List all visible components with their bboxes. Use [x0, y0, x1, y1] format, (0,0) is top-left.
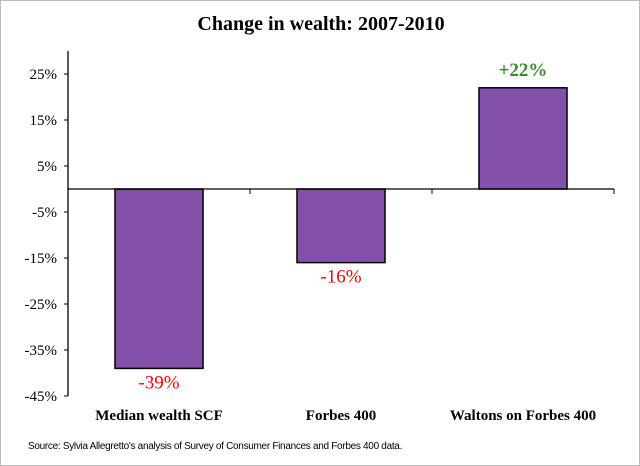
- chart-title: Change in wealth: 2007-2010: [197, 13, 445, 35]
- y-tick-label: 5%: [37, 159, 57, 175]
- data-label: +22%: [499, 60, 548, 81]
- source-note: Source: Sylvia Allegretto's analysis of …: [28, 441, 403, 452]
- y-tick-label: -45%: [25, 389, 58, 405]
- y-tick-label: -5%: [32, 205, 57, 221]
- data-label: -16%: [320, 267, 361, 288]
- bar: [114, 188, 204, 370]
- y-tick-label: -25%: [25, 297, 58, 313]
- category-label: Forbes 400: [306, 408, 376, 424]
- y-tick-label: 15%: [30, 113, 58, 129]
- category-label: Median wealth SCF: [95, 408, 223, 424]
- y-tick-label: 25%: [30, 67, 58, 83]
- y-tick-label: -35%: [25, 343, 58, 359]
- category-label: Waltons on Forbes 400: [450, 408, 596, 424]
- bar: [296, 188, 386, 264]
- y-tick-label: -15%: [25, 251, 58, 267]
- bar: [478, 87, 568, 190]
- data-label: -39%: [138, 372, 179, 393]
